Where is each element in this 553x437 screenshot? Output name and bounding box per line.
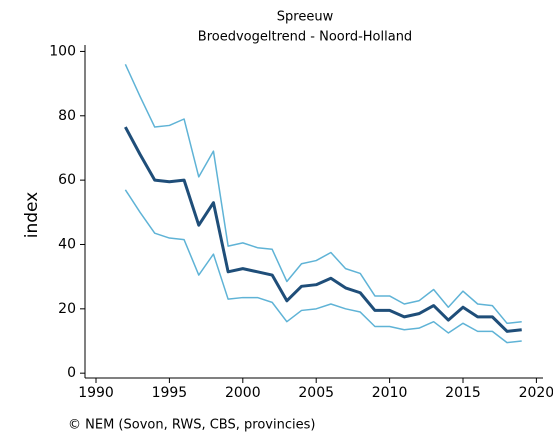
x-tick-label: 2015: [445, 385, 481, 401]
chart-title: Spreeuw: [277, 10, 334, 25]
y-tick-label: 40: [58, 236, 76, 252]
y-axis-label: index: [22, 192, 42, 239]
y-tick-label: 80: [58, 108, 76, 124]
x-tick-label: 1990: [78, 385, 114, 401]
x-tick-label: 2010: [372, 385, 408, 401]
line: [124, 126, 522, 333]
y-tick-label: 20: [58, 301, 76, 317]
y-tick-label: 100: [49, 43, 76, 59]
chart-subtitle: Broedvogeltrend - Noord-Holland: [198, 30, 412, 45]
line: [124, 189, 522, 344]
x-tick-label: 2005: [298, 385, 334, 401]
line: [124, 63, 522, 325]
y-tick-label: 60: [58, 172, 76, 188]
y-tick-label: 0: [67, 365, 76, 381]
x-tick-label: 2020: [519, 385, 553, 401]
x-tick-label: 1995: [152, 385, 188, 401]
source-note: © NEM (Sovon, RWS, CBS, provincies): [68, 418, 315, 433]
x-tick-label: 2000: [225, 385, 261, 401]
